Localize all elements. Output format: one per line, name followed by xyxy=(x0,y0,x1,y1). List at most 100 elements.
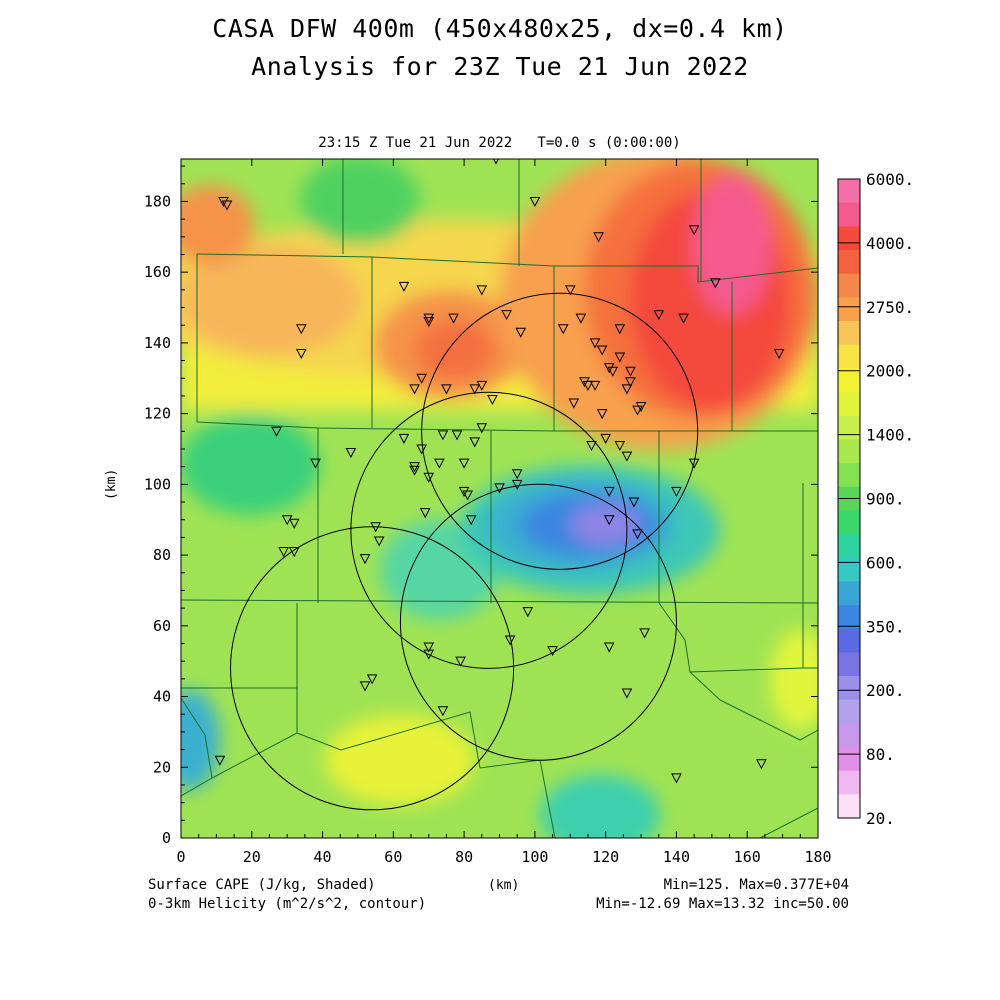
station-marker xyxy=(593,232,604,243)
station-marker xyxy=(688,458,700,469)
station-marker xyxy=(596,345,608,356)
x-tick-label: 60 xyxy=(384,848,402,866)
x-tick-label: 180 xyxy=(804,848,831,866)
y-tick-label: 160 xyxy=(144,263,171,281)
station-marker xyxy=(295,349,307,360)
station-marker xyxy=(281,515,293,526)
station-marker xyxy=(603,363,615,374)
colorbar-swatch xyxy=(838,628,860,653)
colorbar-label: 80. xyxy=(866,745,895,764)
station-marker xyxy=(529,196,541,208)
colorbar-swatch xyxy=(838,226,860,251)
station-marker xyxy=(625,366,636,377)
station-marker xyxy=(710,278,721,289)
colorbar-swatch xyxy=(838,250,860,275)
station-marker xyxy=(678,313,689,324)
colorbar-swatch xyxy=(838,439,860,464)
colorbar-swatch xyxy=(838,510,860,535)
station-marker xyxy=(310,458,321,469)
station-marker xyxy=(511,479,523,490)
station-marker xyxy=(621,451,633,462)
station-marker xyxy=(625,377,636,388)
colorbar-swatch xyxy=(838,344,860,369)
station-marker xyxy=(423,649,435,660)
cape-shading xyxy=(181,159,818,838)
x-tick-label: 100 xyxy=(521,848,548,866)
range-ring-3 xyxy=(399,483,677,761)
station-marker xyxy=(589,380,601,391)
colorbar-label: 200. xyxy=(866,681,905,700)
station-marker xyxy=(423,313,435,324)
colorbar-swatch xyxy=(838,581,860,606)
station-markers xyxy=(214,159,785,784)
station-marker xyxy=(455,656,466,667)
station-marker xyxy=(409,462,420,473)
station-marker xyxy=(218,196,229,208)
colorbar-label: 4000. xyxy=(866,234,914,253)
station-marker xyxy=(671,486,682,497)
colorbar-swatch xyxy=(838,534,860,559)
x-tick-label: 140 xyxy=(663,848,690,866)
colorbar-swatch xyxy=(838,770,860,795)
station-marker xyxy=(504,635,516,646)
shading-range: Min=125. Max=0.377E+04 xyxy=(663,877,849,893)
station-marker xyxy=(639,628,650,639)
station-marker xyxy=(437,430,449,441)
contour-caption: 0-3km Helicity (m^2/s^2, contour) xyxy=(148,896,427,912)
colorbar-swatch xyxy=(838,297,860,322)
station-marker xyxy=(603,515,615,526)
station-marker xyxy=(515,327,527,338)
station-marker xyxy=(628,497,640,508)
station-marker xyxy=(614,440,626,452)
station-marker xyxy=(621,384,633,395)
station-marker xyxy=(522,607,534,618)
station-marker xyxy=(547,646,558,657)
boundary-lines xyxy=(181,159,818,838)
station-marker xyxy=(419,508,431,519)
station-marker xyxy=(476,423,488,434)
colorbar-swatch xyxy=(838,652,860,677)
station-marker xyxy=(416,444,427,455)
y-tick-label: 100 xyxy=(144,475,171,493)
station-marker xyxy=(458,486,470,497)
station-marker xyxy=(564,285,576,296)
chart-title-line1: CASA DFW 400m (450x480x25, dx=0.4 km) xyxy=(212,14,788,43)
station-marker xyxy=(603,486,615,497)
x-tick-label: 120 xyxy=(592,848,619,866)
x-tick-label: 0 xyxy=(176,848,185,866)
station-marker xyxy=(671,773,682,784)
station-marker xyxy=(398,433,410,444)
range-ring-2 xyxy=(350,391,628,669)
station-marker xyxy=(579,377,590,388)
colorbar-swatch xyxy=(838,699,860,724)
station-marker xyxy=(441,384,452,395)
station-marker xyxy=(494,483,505,494)
station-marker xyxy=(586,440,597,452)
station-marker xyxy=(451,430,463,441)
x-tick-label: 160 xyxy=(734,848,761,866)
station-marker xyxy=(603,642,615,653)
colorbar-swatch xyxy=(838,179,860,204)
station-marker xyxy=(582,380,594,391)
station-marker xyxy=(773,349,785,360)
station-marker xyxy=(288,547,300,558)
colorbar-swatch xyxy=(838,676,860,701)
station-marker xyxy=(688,225,700,236)
x-tick-label: 40 xyxy=(314,848,332,866)
colorbar-swatch xyxy=(838,415,860,440)
y-tick-label: 140 xyxy=(144,334,171,352)
x-axis-unit: (km) xyxy=(488,878,520,893)
y-axis-label: (km) xyxy=(104,468,119,500)
colorbar: 6000. 4000. 2750. 2000. 1400. 900. 600. 350. 200… xyxy=(837,170,914,828)
radar-range-rings xyxy=(230,292,699,811)
y-tick-label: 40 xyxy=(153,688,171,706)
station-marker xyxy=(423,642,435,653)
y-tick-label: 20 xyxy=(153,758,171,776)
colorbar-swatch xyxy=(838,368,860,393)
colorbar-swatch xyxy=(838,273,860,298)
station-marker xyxy=(635,402,647,413)
station-marker xyxy=(434,458,445,469)
station-marker xyxy=(465,515,477,526)
station-marker xyxy=(295,324,307,335)
